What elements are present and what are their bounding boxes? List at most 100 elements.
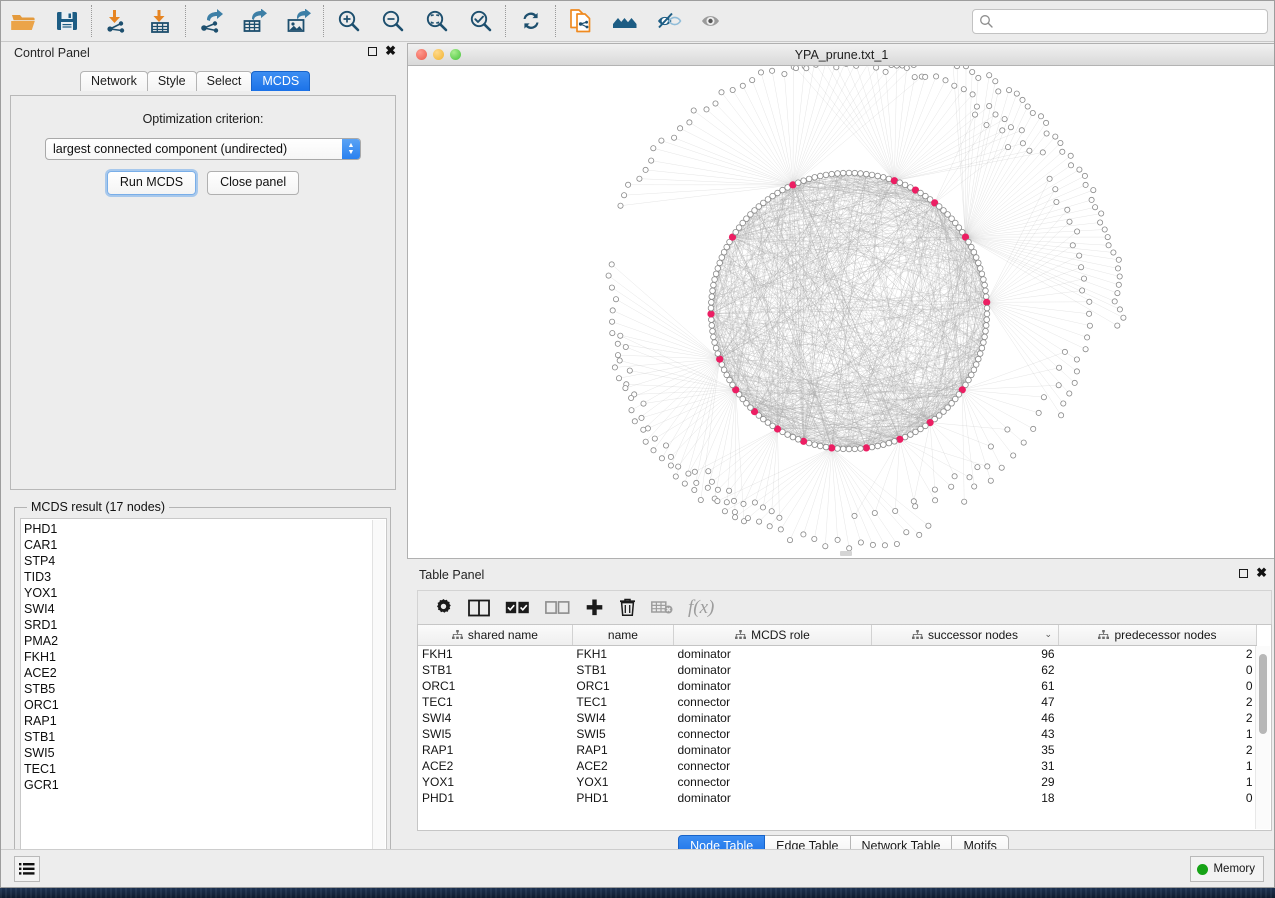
table-cell[interactable]: 29 [1041, 775, 1055, 789]
table-cell[interactable]: 2 [1245, 743, 1253, 757]
list-item[interactable]: ORC1 [24, 698, 59, 712]
table-cell[interactable]: 61 [1041, 679, 1055, 693]
zoom-light-icon[interactable] [450, 49, 461, 60]
list-item[interactable]: TEC1 [24, 762, 56, 776]
show-all-icon[interactable] [691, 1, 735, 41]
close-icon[interactable]: ✖ [1256, 565, 1267, 580]
export-network-icon[interactable] [189, 1, 233, 41]
table-cell[interactable]: 47 [1041, 695, 1055, 709]
save-icon[interactable] [45, 1, 89, 41]
list-item[interactable]: YOX1 [24, 586, 58, 600]
table-header-cell[interactable]: successor nodes ⌄ [871, 625, 1060, 646]
gear-icon[interactable] [434, 598, 453, 617]
table-cell[interactable]: 1 [1245, 775, 1253, 789]
table-cell[interactable]: 2 [1245, 647, 1253, 661]
table-cell[interactable]: connector [677, 727, 731, 741]
network-canvas[interactable] [408, 66, 1274, 558]
import-network-icon[interactable] [95, 1, 139, 41]
float-icon[interactable] [1239, 568, 1249, 578]
table-cell[interactable]: RAP1 [576, 743, 608, 757]
table-cell[interactable]: dominator [677, 711, 731, 725]
mcds-result-scrollbar[interactable] [372, 520, 385, 873]
new-network-from-selection-icon[interactable] [559, 1, 603, 41]
table-cell[interactable]: STB1 [576, 663, 607, 677]
table-row[interactable]: PHD1 PHD1 dominator 18 0 [418, 790, 1257, 806]
delete-table-icon[interactable] [651, 600, 673, 615]
table-cell[interactable]: FKH1 [422, 647, 453, 661]
list-item[interactable]: STB1 [24, 730, 56, 744]
list-item[interactable]: TID3 [24, 570, 52, 584]
table-cell[interactable]: PHD1 [576, 791, 609, 805]
close-icon[interactable]: ✖ [385, 43, 396, 58]
table-row[interactable]: RAP1 RAP1 dominator 35 2 [418, 742, 1257, 758]
search-input[interactable] [972, 9, 1268, 34]
list-item[interactable]: GCR1 [24, 778, 59, 792]
table-cell[interactable]: 0 [1245, 679, 1253, 693]
zoom-out-icon[interactable] [371, 1, 415, 41]
table-row[interactable]: SWI5 SWI5 connector 43 1 [418, 726, 1257, 742]
table-cell[interactable]: PHD1 [422, 791, 455, 805]
float-icon[interactable] [368, 46, 378, 56]
table-cell[interactable]: connector [677, 775, 731, 789]
table-cell[interactable]: dominator [677, 679, 731, 693]
table-cell[interactable]: YOX1 [422, 775, 455, 789]
tab-mcds[interactable]: MCDS [251, 71, 311, 91]
list-item[interactable]: SWI4 [24, 602, 55, 616]
tab-network[interactable]: Network [80, 71, 148, 91]
resize-grip[interactable] [840, 551, 852, 556]
table-header-cell[interactable]: MCDS role [673, 625, 872, 646]
table-row[interactable]: ACE2 ACE2 connector 31 1 [418, 758, 1257, 774]
table-cell[interactable]: ORC1 [576, 679, 610, 693]
trash-icon[interactable] [619, 598, 636, 617]
import-table-icon[interactable] [139, 1, 183, 41]
table-cell[interactable]: 35 [1041, 743, 1055, 757]
table-cell[interactable]: RAP1 [422, 743, 454, 757]
columns-icon[interactable] [468, 599, 490, 617]
open-folder-icon[interactable] [1, 1, 45, 41]
list-item[interactable]: ACE2 [24, 666, 57, 680]
function-builder-icon[interactable]: f(x) [688, 596, 715, 618]
table-cell[interactable]: connector [677, 759, 731, 773]
minimize-light-icon[interactable] [433, 49, 444, 60]
node-table-container[interactable]: shared name name MCDS role successor nodes ⌄… [417, 624, 1272, 831]
close-panel-button[interactable]: Close panel [207, 171, 300, 195]
list-item[interactable]: RAP1 [24, 714, 57, 728]
table-cell[interactable]: dominator [677, 663, 731, 677]
table-cell[interactable]: SWI4 [422, 711, 452, 725]
memory-button[interactable]: Memory [1190, 856, 1264, 882]
table-cell[interactable]: YOX1 [576, 775, 609, 789]
export-table-icon[interactable] [233, 1, 277, 41]
table-cell[interactable]: dominator [677, 743, 731, 757]
table-cell[interactable]: 31 [1041, 759, 1055, 773]
tab-style[interactable]: Style [146, 71, 197, 91]
table-cell[interactable]: 0 [1245, 663, 1253, 677]
list-item[interactable]: SWI5 [24, 746, 55, 760]
table-cell[interactable]: 2 [1245, 711, 1253, 725]
table-cell[interactable]: 62 [1041, 663, 1055, 677]
table-row[interactable]: ORC1 ORC1 dominator 61 0 [418, 678, 1257, 694]
stepper-icon[interactable]: ▲ ▼ [342, 139, 360, 159]
tab-select[interactable]: Select [195, 71, 253, 91]
refresh-icon[interactable] [509, 1, 553, 41]
table-row[interactable]: FKH1 FKH1 dominator 96 2 [418, 646, 1257, 663]
mcds-result-listbox[interactable]: PHD1 CAR1 STP4 TID3 YOX1 SWI4 SRD1 PMA2 FKH1 ACE2… [20, 518, 387, 875]
table-cell[interactable]: dominator [677, 647, 731, 661]
run-mcds-button[interactable]: Run MCDS [106, 171, 197, 195]
table-cell[interactable]: 43 [1041, 727, 1055, 741]
table-header-cell[interactable]: predecessor nodes [1058, 625, 1257, 646]
table-header-cell[interactable]: name [572, 625, 674, 646]
table-cell[interactable]: 18 [1041, 791, 1055, 805]
select-all-checkboxes-icon[interactable] [505, 601, 530, 614]
table-cell[interactable]: connector [677, 695, 731, 709]
list-item[interactable]: STB5 [24, 682, 56, 696]
table-row[interactable]: SWI4 SWI4 dominator 46 2 [418, 710, 1257, 726]
table-cell[interactable]: TEC1 [422, 695, 453, 709]
table-cell[interactable]: 96 [1041, 647, 1055, 661]
list-item[interactable]: SRD1 [24, 618, 58, 632]
table-row[interactable]: STB1 STB1 dominator 62 0 [418, 662, 1257, 678]
table-cell[interactable]: ACE2 [576, 759, 608, 773]
table-cell[interactable]: ACE2 [422, 759, 454, 773]
export-image-icon[interactable] [277, 1, 321, 41]
table-cell[interactable]: SWI5 [422, 727, 452, 741]
list-item[interactable]: STP4 [24, 554, 56, 568]
